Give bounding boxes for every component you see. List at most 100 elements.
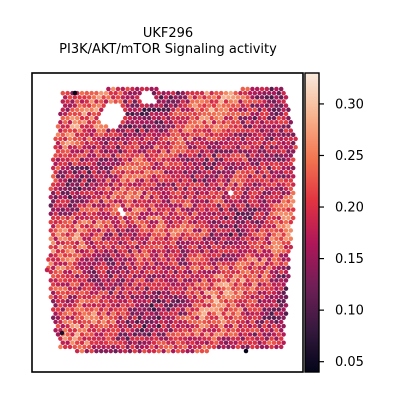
spatial-spot bbox=[122, 165, 128, 171]
spatial-spot bbox=[250, 153, 255, 158]
spatial-spot bbox=[175, 99, 181, 104]
spatial-spot bbox=[192, 211, 198, 217]
spatial-spot bbox=[192, 120, 198, 125]
spatial-spot bbox=[281, 149, 286, 154]
spatial-spot bbox=[91, 278, 97, 283]
spatial-spot bbox=[274, 86, 279, 92]
spatial-spot bbox=[286, 149, 291, 154]
spatial-spot bbox=[154, 211, 159, 217]
spatial-spot bbox=[257, 265, 262, 271]
spatial-spot bbox=[264, 103, 270, 108]
spatial-spot bbox=[175, 282, 181, 287]
spatial-spot bbox=[211, 278, 217, 283]
spatial-spot bbox=[204, 315, 210, 321]
spatial-spot bbox=[74, 240, 80, 246]
spatial-spot bbox=[288, 120, 294, 125]
spatial-spot bbox=[86, 328, 92, 333]
spatial-spot bbox=[144, 253, 150, 258]
spatial-spot bbox=[276, 298, 282, 304]
spatial-spot bbox=[139, 128, 145, 133]
spatial-spot bbox=[266, 99, 272, 104]
spatial-spot bbox=[70, 107, 75, 113]
spatial-spot bbox=[288, 203, 294, 208]
spatial-spot bbox=[84, 282, 90, 287]
spatial-spot bbox=[89, 282, 94, 287]
spatial-spot bbox=[84, 174, 90, 179]
spatial-spot bbox=[70, 132, 75, 138]
spatial-spot bbox=[254, 186, 260, 192]
spatial-spot bbox=[86, 244, 92, 250]
spatial-spot bbox=[202, 236, 207, 242]
spatial-spot bbox=[156, 265, 162, 271]
spatial-spot bbox=[142, 307, 147, 312]
spatial-spot bbox=[178, 178, 183, 183]
spatial-spot bbox=[223, 224, 229, 229]
spatial-spot bbox=[250, 178, 255, 183]
spatial-spot bbox=[132, 265, 138, 271]
spatial-spot bbox=[67, 278, 73, 283]
spatial-spot bbox=[185, 165, 190, 171]
spatial-spot bbox=[158, 303, 164, 308]
spatial-spot bbox=[180, 90, 186, 96]
spatial-spot bbox=[185, 240, 190, 246]
spatial-spot bbox=[226, 228, 231, 233]
spatial-spot bbox=[192, 336, 198, 341]
spatial-spot bbox=[96, 319, 102, 325]
spatial-spot bbox=[108, 265, 114, 271]
spatial-spot bbox=[269, 311, 274, 316]
spatial-spot bbox=[269, 344, 274, 350]
spatial-spot bbox=[79, 107, 85, 113]
spatial-spot bbox=[137, 348, 142, 354]
spatial-spot bbox=[161, 90, 166, 96]
spatial-spot bbox=[185, 323, 190, 329]
spatial-spot bbox=[134, 244, 140, 250]
spatial-spot bbox=[173, 144, 178, 150]
spatial-spot bbox=[214, 340, 219, 346]
spatial-spot bbox=[264, 128, 270, 133]
spatial-spot bbox=[134, 294, 140, 300]
spatial-spot bbox=[72, 186, 78, 192]
spatial-spot bbox=[197, 136, 202, 142]
spatial-spot bbox=[290, 199, 296, 204]
spatial-spot bbox=[98, 107, 104, 113]
spatial-spot bbox=[242, 315, 248, 321]
spatial-spot bbox=[180, 224, 186, 229]
spatial-spot bbox=[154, 236, 159, 242]
spatial-spot bbox=[281, 315, 286, 321]
spatial-spot bbox=[118, 90, 123, 96]
spatial-spot bbox=[216, 261, 222, 266]
spatial-spot bbox=[132, 248, 138, 254]
spatial-spot bbox=[91, 228, 97, 233]
spatial-spot bbox=[65, 273, 70, 279]
spatial-spot bbox=[142, 348, 147, 354]
spatial-spot bbox=[58, 244, 63, 250]
spatial-spot bbox=[158, 319, 164, 325]
spatial-spot bbox=[86, 286, 92, 291]
spatial-spot bbox=[228, 332, 234, 337]
spatial-spot bbox=[161, 115, 166, 121]
spatial-spot bbox=[89, 90, 94, 96]
spatial-spot bbox=[254, 153, 260, 158]
spatial-spot bbox=[281, 124, 286, 129]
spatial-spot bbox=[206, 303, 212, 308]
spatial-spot bbox=[206, 120, 212, 125]
colorbar-tick-label: 0.30 bbox=[335, 97, 364, 112]
spatial-spot bbox=[187, 194, 193, 200]
spatial-spot bbox=[77, 103, 82, 108]
spatial-spot bbox=[283, 95, 289, 100]
spatial-spot bbox=[79, 99, 85, 104]
spatial-spot bbox=[125, 95, 130, 100]
spatial-spot bbox=[113, 90, 118, 96]
spatial-spot bbox=[264, 328, 270, 333]
spatial-spot bbox=[194, 282, 200, 287]
spatial-spot bbox=[185, 332, 190, 337]
spatial-spot bbox=[283, 153, 289, 158]
spatial-spot bbox=[139, 253, 145, 258]
spatial-spot bbox=[156, 107, 162, 113]
spatial-spot bbox=[130, 311, 135, 316]
spatial-spot bbox=[77, 269, 82, 275]
spatial-spot bbox=[257, 282, 262, 287]
spatial-spot bbox=[197, 336, 202, 341]
spatial-spot bbox=[238, 115, 243, 121]
spatial-spot bbox=[113, 157, 118, 162]
